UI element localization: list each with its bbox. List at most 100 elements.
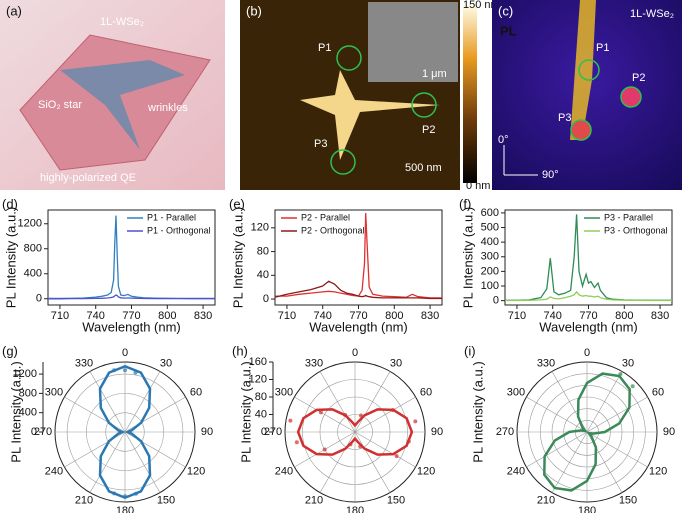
data-point [394, 454, 399, 459]
x-tick-label: 740 [87, 310, 105, 322]
theta-tick-label: 270 [34, 426, 52, 438]
theta-tick-label: 150 [387, 494, 405, 506]
theta-tick-label: 30 [160, 357, 172, 369]
panel-label: (a) [6, 3, 22, 18]
theta-tick-label: 240 [45, 465, 63, 477]
y-tick-label: 100 [481, 280, 499, 292]
spoke [124, 396, 186, 433]
series-line [48, 294, 215, 300]
spoke [319, 371, 356, 433]
plot-frame [47, 209, 216, 306]
data-point [618, 372, 623, 377]
data-point [318, 410, 323, 415]
data-point [322, 447, 327, 452]
spoke [124, 371, 161, 433]
data-point [288, 418, 293, 423]
y-tick-label: 800 [24, 243, 42, 255]
panel-label: (f) [459, 196, 471, 211]
inset [368, 2, 458, 82]
y-tick-label: 120 [251, 222, 269, 234]
y-axis-label: PL Intensity (a.u.) [460, 207, 475, 308]
panel-label: (b) [246, 3, 262, 18]
marker [570, 119, 592, 141]
annotation: P1 [596, 42, 609, 54]
theta-tick-label: 120 [187, 465, 205, 477]
stripe [570, 0, 596, 140]
spoke [526, 396, 588, 433]
spoke [354, 431, 391, 493]
theta-tick-label: 240 [275, 465, 293, 477]
colorbar [463, 5, 477, 183]
data-point [123, 368, 127, 373]
r-tick-label: 800 [19, 387, 37, 399]
marker [578, 59, 600, 81]
y-tick-label: 0 [263, 293, 269, 305]
y-tick-label: 40 [257, 269, 269, 281]
data-point [630, 384, 635, 389]
annotation: P3 [558, 112, 571, 124]
y-tick-label: 1200 [18, 218, 42, 230]
theta-tick-label: 90 [663, 426, 675, 438]
spoke [64, 431, 126, 468]
theta-tick-label: 180 [578, 505, 596, 513]
spoke [526, 431, 588, 468]
y-axis-label: PL Intensity (a.u.) [238, 361, 253, 462]
theta-tick-label: 30 [390, 357, 402, 369]
theta-tick-label: 120 [649, 465, 667, 477]
x-tick-label: 830 [194, 310, 212, 322]
annotation: 90° [542, 169, 559, 181]
x-tick-label: 710 [508, 310, 526, 322]
annotation: 0 nm [466, 180, 490, 192]
panel-label: (i) [464, 343, 476, 358]
spoke [354, 431, 416, 468]
panel-label: (e) [229, 196, 245, 211]
y-axis-label: PL Intensity (a.u.) [470, 361, 485, 462]
legend-label: P1 - Orthogonal [147, 225, 211, 235]
spoke [64, 396, 126, 433]
theta-tick-label: 210 [75, 494, 93, 506]
x-tick-label: 800 [158, 310, 176, 322]
x-tick-label: 800 [385, 310, 403, 322]
theta-tick-label: 300 [275, 386, 293, 398]
marker [620, 86, 642, 108]
annotation: 0° [498, 134, 509, 146]
spoke [586, 431, 648, 468]
y-tick-label: 300 [481, 251, 499, 263]
theta-tick-label: 180 [116, 505, 134, 513]
annotation: highly-polarized QE [40, 172, 136, 184]
legend-label: P3 - Parallel [604, 212, 653, 222]
plot-frame [504, 209, 673, 306]
data-point [348, 442, 353, 447]
y-tick-label: 0 [36, 293, 42, 305]
theta-tick-label: 90 [201, 426, 213, 438]
r-tick-label: 0 [31, 426, 37, 438]
spoke [354, 371, 391, 433]
x-tick-label: 830 [421, 310, 439, 322]
legend-label: P2 - Orthogonal [301, 225, 365, 235]
panel-label: (c) [498, 3, 513, 18]
marker [330, 149, 356, 175]
annotation: SiO₂ star [38, 99, 82, 111]
theta-tick-label: 240 [507, 465, 525, 477]
spoke [586, 371, 623, 433]
theta-tick-label: 0 [122, 347, 128, 359]
plot-frame [274, 209, 443, 306]
x-tick-label: 830 [651, 310, 669, 322]
panel-label: (d) [2, 196, 18, 211]
legend-label: P1 - Parallel [147, 212, 196, 222]
r-tick-label: 120 [249, 373, 267, 385]
theta-tick-label: 330 [75, 357, 93, 369]
data-point [133, 370, 138, 375]
series-line [274, 280, 442, 300]
spoke [294, 396, 356, 433]
x-tick-label: 770 [122, 310, 140, 322]
data-point [112, 491, 117, 496]
theta-tick-label: 330 [305, 357, 323, 369]
annotation: 500 nm [405, 162, 442, 174]
r-tick-label: 1200 [13, 368, 37, 380]
data-point [358, 444, 363, 449]
r-tick-label: 40 [255, 408, 267, 420]
theta-tick-label: 60 [420, 386, 432, 398]
spoke [124, 431, 161, 493]
annotation: P2 [422, 124, 435, 136]
